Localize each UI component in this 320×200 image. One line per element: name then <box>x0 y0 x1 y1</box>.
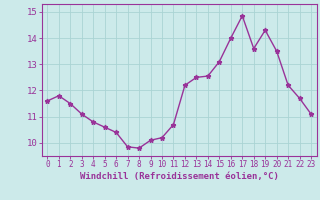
X-axis label: Windchill (Refroidissement éolien,°C): Windchill (Refroidissement éolien,°C) <box>80 172 279 181</box>
